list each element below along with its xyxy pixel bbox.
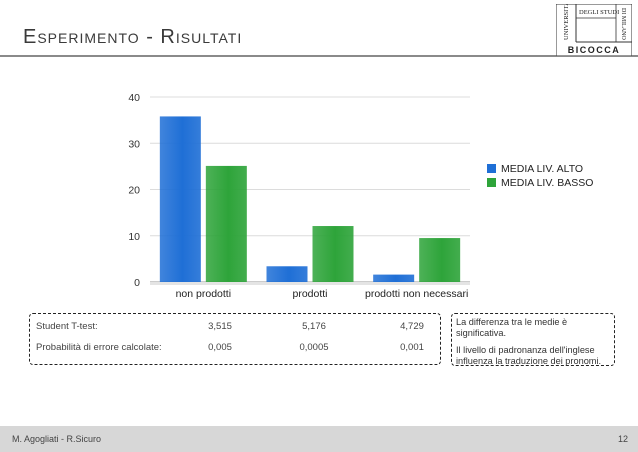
y-tick-label: 40 [128, 92, 140, 104]
note-influence: Il livello di padronanza dell'inglese in… [456, 345, 602, 366]
university-logo: UNIVERSITÀ DEGLI STUDI DI MILANO BICOCCA [556, 4, 632, 56]
title-divider [0, 55, 638, 57]
x-axis-labels: non prodotti prodotti prodotti non necessa… [176, 288, 469, 300]
x-category-label: prodotti [292, 288, 327, 300]
footer-author: M. Agogliati - R.Sicuro [12, 434, 102, 444]
bar-basso [419, 238, 461, 282]
bar-basso [312, 226, 354, 282]
note-significance: La differenza tra le medie è significati… [456, 317, 568, 338]
ttest-value: 5,176 [302, 321, 326, 332]
bar-basso [205, 165, 247, 282]
grid-lines [150, 96, 470, 285]
ttest-row: Student T-test: 3,515 5,176 4,729 [30, 321, 440, 337]
y-tick-label: 10 [128, 231, 140, 243]
ttest-label: Student T-test: [36, 321, 98, 332]
x-category-label: prodotti non necessari [365, 288, 468, 300]
logo-text-universita: UNIVERSITÀ [562, 4, 570, 40]
y-tick-label: 30 [128, 138, 140, 150]
logo-text-degli-studi: DEGLI STUDI [579, 9, 619, 16]
logo-text-bicocca: BICOCCA [568, 45, 621, 55]
slide-title: Esperimento - Risultati [23, 26, 243, 48]
legend-swatch [487, 164, 496, 173]
probability-row: Probabilità di errore calcolate: 0,005 0… [30, 342, 440, 358]
slide-footer: M. Agogliati - R.Sicuro 12 [0, 426, 638, 452]
conclusion-note: La differenza tra le medie è significati… [451, 313, 615, 366]
bar-alto [373, 274, 415, 282]
axis-base [150, 282, 470, 285]
bars [159, 116, 461, 282]
ttest-value: 3,515 [208, 321, 232, 332]
legend: MEDIA LIV. ALTO MEDIA LIV. BASSO [487, 163, 593, 189]
probability-value: 0,001 [400, 342, 424, 353]
ttest-value: 4,729 [400, 321, 424, 332]
probability-value: 0,0005 [299, 342, 329, 353]
statistics-table: Student T-test: 3,515 5,176 4,729 Probab… [29, 313, 441, 365]
probability-value: 0,005 [208, 342, 232, 353]
legend-label: MEDIA LIV. BASSO [501, 177, 593, 189]
legend-swatch [487, 178, 496, 187]
bar-alto [266, 266, 308, 282]
y-tick-label: 0 [134, 277, 140, 289]
y-axis-ticks: 0 10 20 30 40 [128, 92, 140, 289]
bar-alto [159, 116, 201, 282]
probability-label: Probabilità di errore calcolate: [36, 342, 162, 353]
page-number: 12 [617, 434, 628, 444]
logo-text-milano: DI MILANO [620, 8, 626, 40]
y-tick-label: 20 [128, 185, 140, 197]
legend-label: MEDIA LIV. ALTO [501, 163, 583, 175]
x-category-label: non prodotti [176, 288, 231, 300]
